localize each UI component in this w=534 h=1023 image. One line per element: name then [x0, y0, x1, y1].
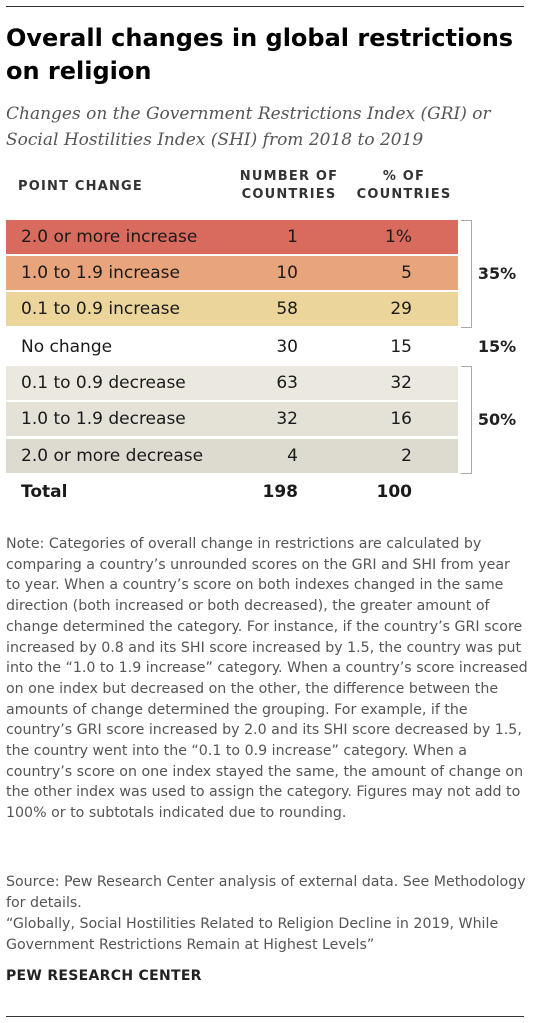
- row-label: 2.0 or more decrease: [21, 446, 204, 466]
- table-row: 1.0 to 1.9 increase 10 5: [6, 256, 458, 290]
- table-row: 0.1 to 0.9 increase 58 29: [6, 292, 458, 326]
- bracket-increase: [461, 220, 472, 328]
- row-percent: 32: [390, 373, 412, 393]
- table-row: 1.0 to 1.9 decrease 32 16: [6, 402, 458, 436]
- chart-source: Source: Pew Research Center analysis of …: [6, 874, 526, 911]
- group-label-decrease: 50%: [477, 410, 517, 429]
- row-percent: 15: [390, 337, 412, 357]
- total-label: Total: [21, 482, 68, 502]
- row-number: 4: [287, 446, 298, 466]
- row-percent: 29: [390, 299, 412, 319]
- row-number: 32: [276, 409, 298, 429]
- row-label: 1.0 to 1.9 increase: [21, 263, 181, 283]
- row-label: 0.1 to 0.9 decrease: [21, 373, 186, 393]
- total-percent: 100: [376, 482, 413, 502]
- row-number: 1: [287, 227, 298, 247]
- table-row: 0.1 to 0.9 decrease 63 32: [6, 366, 458, 400]
- bracket-decrease: [461, 366, 472, 474]
- report-title: “Globally, Social Hostilities Related to…: [6, 916, 499, 953]
- total-number: 198: [262, 482, 299, 502]
- header-percent-of-countries: % OF COUNTRIES: [346, 168, 462, 204]
- row-label: 1.0 to 1.9 decrease: [21, 409, 186, 429]
- row-number: 30: [276, 337, 298, 357]
- group-label-no-change: 15%: [477, 337, 517, 356]
- row-percent: 5: [401, 263, 412, 283]
- chart-subtitle: Changes on the Government Restrictions I…: [6, 104, 491, 150]
- header-pct-line1: % OF: [382, 169, 426, 184]
- row-label: 2.0 or more increase: [21, 227, 198, 247]
- total-row: Total 198 100: [6, 475, 458, 509]
- row-number: 10: [276, 263, 298, 283]
- header-number-line2: COUNTRIES: [241, 187, 337, 202]
- chart-note: Note: Categories of overall change in re…: [6, 536, 528, 822]
- header-number-of-countries: NUMBER OF COUNTRIES: [226, 168, 352, 204]
- table-row: No change 30 15: [6, 330, 458, 364]
- group-label-increase: 35%: [477, 264, 517, 283]
- table-row: 2.0 or more increase 1 1%: [6, 220, 458, 254]
- bottom-rule: [6, 1016, 524, 1017]
- header-number-line1: NUMBER OF: [239, 169, 339, 184]
- row-percent: 2: [401, 446, 412, 466]
- table-row: 2.0 or more decrease 4 2: [6, 439, 458, 473]
- header-point-change: POINT CHANGE: [18, 179, 144, 194]
- row-number: 58: [276, 299, 298, 319]
- pew-logo-text: PEW RESEARCH CENTER: [6, 968, 202, 984]
- header-pct-line2: COUNTRIES: [356, 187, 452, 202]
- row-label: 0.1 to 0.9 increase: [21, 299, 181, 319]
- top-rule: [6, 6, 524, 7]
- row-number: 63: [276, 373, 298, 393]
- row-percent: 1%: [385, 227, 412, 247]
- row-label: No change: [21, 337, 113, 357]
- row-percent: 16: [390, 409, 412, 429]
- chart-title: Overall changes in global restrictions o…: [6, 24, 514, 85]
